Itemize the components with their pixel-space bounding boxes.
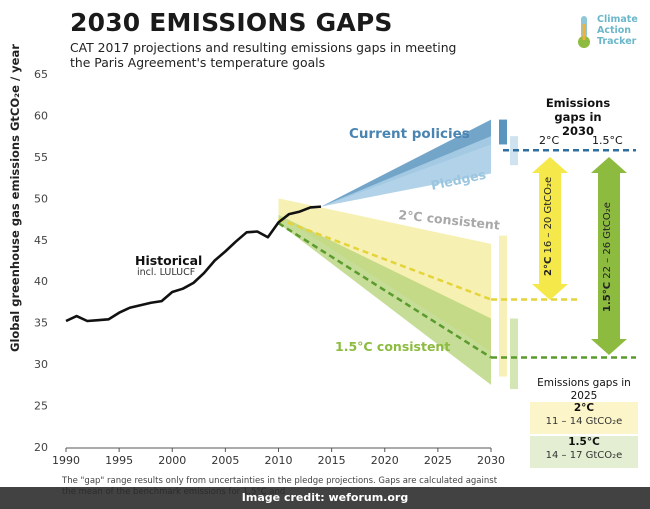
gaps-2025-row-2c-value: 11 – 14 GtCO₂e	[545, 416, 623, 427]
x-tick-2015: 2015	[318, 454, 346, 467]
y-tick-50: 50	[34, 192, 48, 205]
y-tick-65: 65	[34, 68, 48, 81]
label-historical: Historical	[135, 253, 202, 268]
thermometer-icon	[578, 16, 590, 48]
gaps-2025-row-15c-label: 1.5°C	[568, 436, 600, 448]
gap-15c-arrow-label: 1.5°C	[602, 281, 613, 312]
y-tick-30: 30	[34, 358, 48, 371]
x-tick-2005: 2005	[211, 454, 239, 467]
x-tick-1990: 1990	[52, 454, 80, 467]
y-tick-60: 60	[34, 109, 48, 122]
y-tick-35: 35	[34, 317, 48, 330]
gap-2c-arrow-label: 2°C	[543, 256, 554, 276]
image-credit: Image credit: weforum.org	[241, 491, 409, 504]
gaps-2025-heading: Emissions gaps in 2025	[537, 377, 631, 402]
gaps-2025-row-2c: 2°C 11 – 14 GtCO₂e	[530, 402, 638, 434]
y-tick-45: 45	[34, 234, 48, 247]
gap-15c-arrow	[591, 157, 627, 355]
x-tick-2000: 2000	[158, 454, 186, 467]
gaps-2030-col-15c: 1.5°C	[592, 134, 623, 147]
y-tick-20: 20	[34, 441, 48, 454]
page-title: 2030 EMISSIONS GAPS	[70, 8, 393, 37]
y-tick-55: 55	[34, 151, 48, 164]
label-historical-sub: incl. LULUCF	[137, 267, 195, 278]
lines-layer	[65, 149, 636, 359]
logo-text: Climate Action Tracker	[597, 14, 638, 47]
x-tick-2010: 2010	[265, 454, 293, 467]
label-current-policies: Current policies	[349, 126, 470, 142]
y-tick-40: 40	[34, 275, 48, 288]
gap-15c-arrow-range: 22 – 26 GtCO₂e	[602, 202, 613, 279]
band-pledges	[321, 136, 491, 207]
historical-line	[65, 205, 322, 323]
gap-2c-arrow-range: 16 – 20 GtCO₂e	[543, 176, 554, 254]
gaps-2030-heading: Emissions gaps in 2030	[545, 96, 611, 138]
mean-line-2c	[278, 217, 492, 301]
page-subtitle: CAT 2017 projections and resulting emiss…	[70, 40, 457, 70]
gap-2c-arrow	[532, 157, 568, 300]
x-tick-2025: 2025	[424, 454, 452, 467]
label-15c-consistent: 1.5°C consistent	[335, 339, 450, 354]
gaps-2025-row-15c: 1.5°C 14 – 17 GtCO₂e	[530, 436, 638, 468]
side-bar-15c	[510, 318, 518, 389]
x-tick-2030: 2030	[477, 454, 505, 467]
band-current-policies	[321, 119, 491, 207]
x-tick-1995: 1995	[105, 454, 133, 467]
gap-15c-arrow-text: 1.5°C 22 – 26 GtCO₂e	[602, 202, 613, 312]
side-bar-2c	[499, 235, 507, 377]
gaps-2025-row-15c-value: 14 – 17 GtCO₂e	[545, 450, 623, 461]
gap-2c-arrow-text: 2°C 16 – 20 GtCO₂e	[543, 177, 554, 276]
credit-bar: Image credit: weforum.org	[0, 487, 650, 509]
gaps-2025-row-2c-label: 2°C	[573, 402, 595, 414]
gaps-2030-col-2c: 2°C	[539, 134, 560, 147]
x-tick-2020: 2020	[371, 454, 399, 467]
side-bar-current-policies	[499, 119, 507, 145]
mean-line-15c	[277, 222, 492, 359]
y-tick-25: 25	[34, 400, 48, 413]
